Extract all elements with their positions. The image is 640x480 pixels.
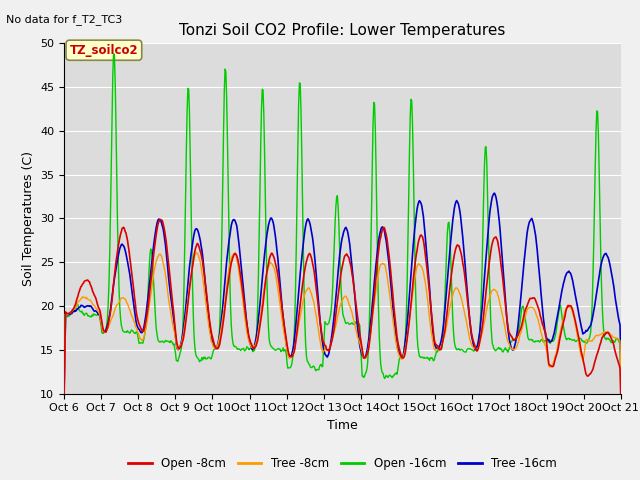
- X-axis label: Time: Time: [327, 419, 358, 432]
- Legend: Open -8cm, Tree -8cm, Open -16cm, Tree -16cm: Open -8cm, Tree -8cm, Open -16cm, Tree -…: [124, 452, 561, 475]
- Text: TZ_soilco2: TZ_soilco2: [70, 44, 138, 57]
- Title: Tonzi Soil CO2 Profile: Lower Temperatures: Tonzi Soil CO2 Profile: Lower Temperatur…: [179, 23, 506, 38]
- Y-axis label: Soil Temperatures (C): Soil Temperatures (C): [22, 151, 35, 286]
- Text: No data for f_T2_TC3: No data for f_T2_TC3: [6, 14, 123, 25]
